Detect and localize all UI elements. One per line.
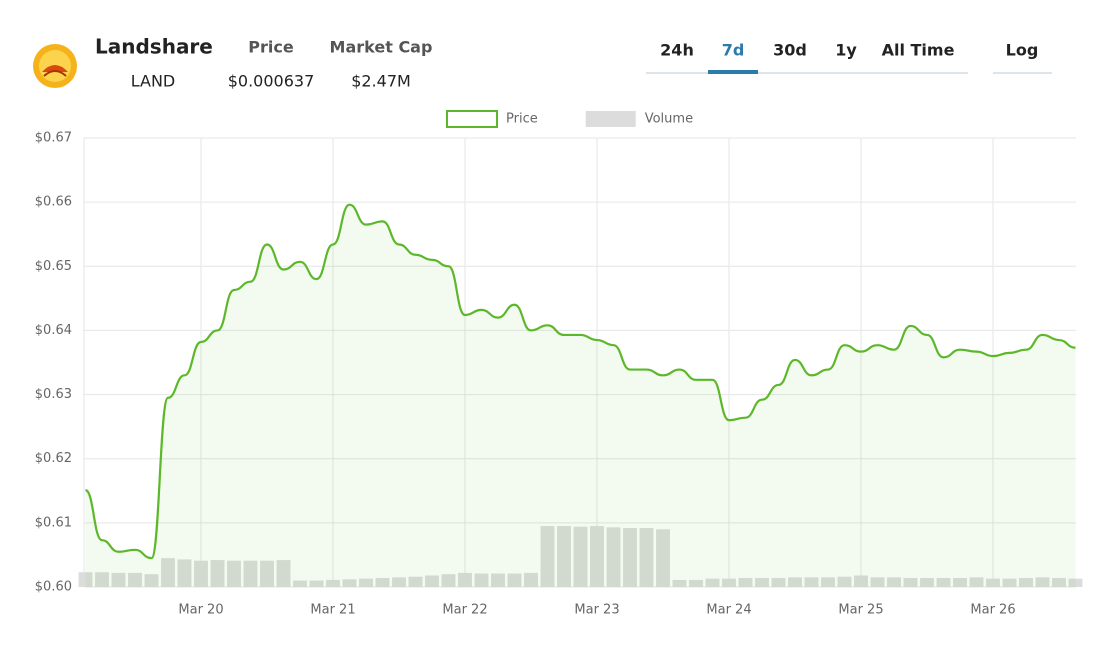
volume-bar [243,560,258,587]
volume-bar [177,559,192,587]
volume-bar [95,572,109,587]
volume-bar [821,577,835,587]
volume-bar [507,573,522,587]
volume-bar [854,575,868,587]
x-tick-label: Mar 20 [178,603,223,618]
volume-bar [491,573,505,587]
legend-swatch [585,111,636,127]
volume-bar [788,577,802,587]
y-tick-label: $0.60 [35,580,72,595]
volume-bar [326,579,340,587]
volume-bar [1019,578,1033,587]
coin-name: Landshare [95,35,213,59]
volume-bar [738,578,753,587]
y-tick-label: $0.65 [35,259,72,274]
stat-label: Price [248,38,294,57]
legend-swatch [446,110,498,128]
x-tick-label: Mar 21 [310,603,355,618]
volume-bar [359,578,373,587]
log-toggle[interactable]: Log [1006,41,1039,60]
legend-label[interactable]: Price [506,112,538,127]
volume-bar [425,575,439,587]
volume-bar [722,578,736,587]
volume-bar [441,574,456,587]
volume-bar [78,572,93,587]
volume-bar [656,529,670,587]
volume-bar [672,579,687,587]
price-line [84,203,1076,560]
x-tick-label: Mar 25 [838,603,883,618]
legend-label[interactable]: Volume [645,112,693,127]
volume-bar [375,578,390,587]
volume-bar [144,574,159,587]
volume-bar [969,577,984,587]
range-tab[interactable]: All Time [882,41,955,60]
volume-bar [408,576,423,587]
volume-bar [342,579,357,587]
volume-bar [293,580,307,587]
volume-bar [804,577,819,587]
stat-label: Market Cap [330,38,433,57]
volume-bar [639,527,654,587]
y-tick-label: $0.67 [35,131,72,146]
stat-value: $2.47M [351,72,411,91]
volume-bar [887,577,901,587]
volume-bar [590,526,604,587]
range-tab[interactable]: 1y [835,41,857,60]
volume-bar [474,573,489,587]
volume-bar [540,526,555,587]
volume-bar [755,578,769,587]
volume-bar [309,580,324,587]
volume-bar [1002,578,1017,587]
volume-bar [1052,578,1066,587]
volume-bar [161,558,175,587]
volume-bar [936,578,951,587]
range-tab[interactable]: 7d [722,41,745,60]
y-tick-label: $0.64 [35,323,72,338]
volume-bar [953,578,967,587]
range-tab[interactable]: 24h [660,41,694,60]
y-tick-label: $0.63 [35,387,72,402]
volume-bar [392,577,406,587]
volume-bar [210,560,225,587]
volume-bar [1068,578,1083,587]
volume-bar [903,578,918,587]
volume-bar [557,526,571,587]
volume-bar [1035,577,1050,587]
volume-bar [276,560,291,587]
x-tick-label: Mar 22 [442,603,487,618]
x-tick-label: Mar 23 [574,603,619,618]
logo [33,44,77,88]
x-tick-label: Mar 24 [706,603,751,618]
volume-bar [771,578,786,587]
volume-bar [837,576,852,587]
volume-bar [194,560,208,587]
volume-bar [524,572,538,587]
x-tick-label: Mar 26 [970,603,1015,618]
volume-bar [705,578,720,587]
range-tab[interactable]: 30d [773,41,807,60]
volume-bar [227,560,241,587]
y-tick-label: $0.66 [35,195,72,210]
y-tick-label: $0.61 [35,515,72,530]
volume-bar [920,578,934,587]
volume-bar [573,526,588,587]
coin-symbol: LAND [131,72,176,91]
volume-bar [689,579,703,587]
volume-bar [260,560,274,587]
volume-bar [111,572,126,587]
volume-bar [870,577,885,587]
price-area [85,204,1076,588]
volume-bar [623,527,637,587]
volume-bar [986,578,1000,587]
volume-bar [128,572,142,587]
volume-bar [458,572,472,587]
volume-bar [606,527,621,587]
stat-value: $0.000637 [228,72,315,91]
y-tick-label: $0.62 [35,451,72,466]
